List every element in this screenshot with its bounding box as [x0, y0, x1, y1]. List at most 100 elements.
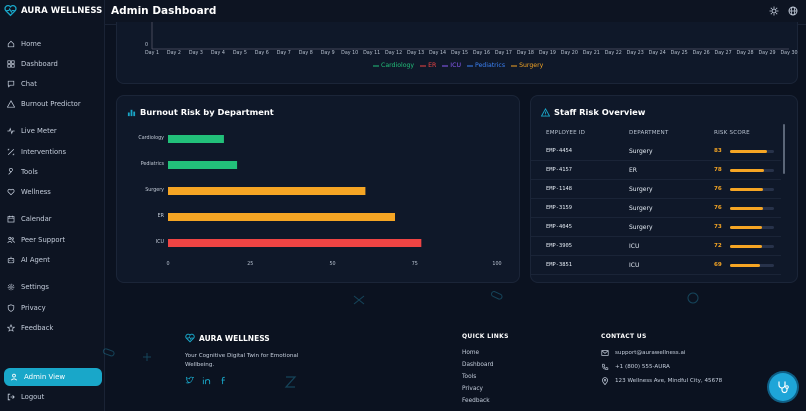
x-tick-label: 100 [492, 262, 502, 267]
sidebar-item-chat[interactable]: Chat [7, 78, 37, 90]
sidebar-item-burnout-predictor[interactable]: Burnout Predictor [7, 98, 81, 110]
footer-brand-name: AURA WELLNESS [199, 333, 270, 343]
sidebar-item-label: Tools [21, 168, 38, 176]
x-tick-label: Day 3 [188, 51, 203, 56]
sidebar-item-calendar[interactable]: Calendar [7, 213, 52, 225]
sidebar-item-ai-agent[interactable]: AI Agent [7, 254, 50, 266]
x-tick-label: Day 24 [648, 51, 666, 56]
table-row[interactable]: EMP-4045 Surgery 73 [531, 218, 781, 237]
risk-bar-fill [730, 150, 767, 153]
ai-assistant-button[interactable] [769, 373, 797, 401]
footer-link-dashboard[interactable]: Dashboard [462, 362, 494, 368]
contact-phone[interactable]: +1 (800) 555-AURA [601, 363, 670, 371]
legend-item[interactable]: Pediatrics [466, 62, 505, 69]
table-row[interactable]: EMP-3159 Surgery 76 [531, 199, 781, 218]
sidebar-item-label: Privacy [21, 304, 46, 312]
x-tick-label: Day 21 [582, 51, 600, 56]
legend-label: Surgery [519, 62, 544, 69]
sidebar-item-label: Burnout Predictor [21, 100, 81, 108]
bar-surgery[interactable] [168, 187, 366, 195]
y-category-label: Cardiology [138, 136, 164, 141]
sidebar-item-home[interactable]: Home [7, 38, 41, 50]
x-tick-label: Day 23 [626, 51, 644, 56]
employee-id: EMP-1148 [546, 186, 572, 192]
shield-icon [7, 304, 15, 312]
contact-phone-text: +1 (800) 555-AURA [615, 364, 670, 370]
y-category-label: Surgery [145, 188, 164, 193]
legend-item[interactable]: ER [420, 62, 436, 69]
table-row[interactable]: EMP-1148 Surgery 76 [531, 180, 781, 199]
risk-bar-track [730, 226, 774, 229]
risk-score: 72 [714, 243, 722, 249]
bar-icu[interactable] [168, 239, 422, 247]
risk-bar-fill [730, 207, 764, 210]
table-row[interactable]: EMP-4454 Surgery 83 [531, 142, 781, 161]
employee-id: EMP-4454 [546, 148, 572, 154]
footer-brand[interactable]: AURA WELLNESS [185, 333, 270, 343]
sidebar-item-feedback[interactable]: Feedback [7, 322, 53, 334]
sidebar-item-label: Settings [21, 283, 49, 291]
legend-label: ICU [450, 62, 461, 69]
theme-toggle-icon[interactable] [769, 6, 779, 16]
table-row[interactable]: EMP-3851 ICU 69 [531, 256, 781, 275]
bar-er[interactable] [168, 213, 396, 221]
department: Surgery [629, 224, 653, 231]
twitter-icon[interactable] [185, 376, 194, 385]
globe-icon[interactable] [788, 6, 798, 16]
decorative-plus-icon [143, 353, 151, 361]
wrench-icon [8, 168, 13, 175]
scrollbar[interactable] [783, 124, 785, 174]
legend-item[interactable]: Surgery [511, 62, 543, 69]
x-tick-label: Day 8 [298, 51, 313, 56]
sidebar-item-dashboard[interactable]: Dashboard [7, 58, 58, 70]
decorative-doodle-icon [353, 295, 365, 305]
linkedin-icon[interactable] [202, 376, 211, 385]
legend-item[interactable]: Cardiology [373, 62, 414, 69]
footer-link-privacy[interactable]: Privacy [462, 386, 483, 392]
risk-bar-fill [730, 188, 764, 191]
col-header-department: DEPARTMENT [629, 130, 669, 136]
sidebar-item-label: Feedback [21, 324, 54, 332]
sidebar-item-label: Interventions [21, 148, 67, 156]
contact-address: 123 Wellness Ave, Mindful City, 45678 [601, 377, 722, 385]
logout-label: Logout [21, 393, 45, 401]
sidebar-item-label: AI Agent [21, 256, 50, 264]
logout-icon [7, 393, 15, 401]
footer-link-feedback[interactable]: Feedback [462, 398, 490, 404]
risk-score: 76 [714, 186, 722, 192]
staff-title: Staff Risk Overview [554, 107, 646, 117]
bar-cardiology[interactable] [168, 135, 224, 143]
sidebar-item-privacy[interactable]: Privacy [7, 302, 46, 314]
sidebar-item-settings[interactable]: Settings [7, 281, 49, 293]
x-tick-label: Day 27 [714, 51, 732, 56]
x-tick-label: Day 2 [166, 51, 181, 56]
contact-email[interactable]: support@aurawellness.ai [601, 349, 685, 357]
legend-item[interactable]: ICU [442, 62, 461, 69]
table-row[interactable]: EMP-4157 ER 78 [531, 161, 781, 180]
sidebar-item-interventions[interactable]: Interventions [7, 146, 66, 158]
department: Surgery [629, 148, 653, 155]
risk-bar-track [730, 150, 774, 153]
risk-score: 76 [714, 205, 722, 211]
footer-link-tools[interactable]: Tools [462, 374, 477, 380]
facebook-icon[interactable] [219, 376, 228, 385]
table-row[interactable]: EMP-3905 ICU 72 [531, 237, 781, 256]
sidebar-item-tools[interactable]: Tools [7, 166, 38, 178]
footer-link-home[interactable]: Home [462, 350, 480, 356]
sidebar-item-live-meter[interactable]: Live Meter [7, 125, 57, 137]
brand-logo[interactable]: AURA WELLNESS [4, 4, 102, 17]
x-tick-label: Day 19 [538, 51, 556, 56]
sidebar-item-admin-view[interactable]: Admin View [4, 368, 102, 386]
risk-bar-fill [730, 245, 762, 248]
sidebar-item-peer-support[interactable]: Peer Support [7, 234, 65, 246]
sidebar-item-wellness[interactable]: Wellness [7, 186, 51, 198]
heart-pulse-logo-icon [4, 4, 17, 17]
footer: AURA WELLNESS Your Cognitive Digital Twi… [105, 300, 806, 411]
logout-button[interactable]: Logout [7, 391, 44, 403]
legend-line-icon [373, 65, 379, 66]
bar-pediatrics[interactable] [168, 161, 238, 169]
contact-address-text: 123 Wellness Ave, Mindful City, 45678 [615, 378, 723, 384]
employee-id: EMP-3851 [546, 262, 572, 268]
legend-label: Cardiology [381, 62, 415, 69]
x-tick-label: Day 25 [670, 51, 688, 56]
